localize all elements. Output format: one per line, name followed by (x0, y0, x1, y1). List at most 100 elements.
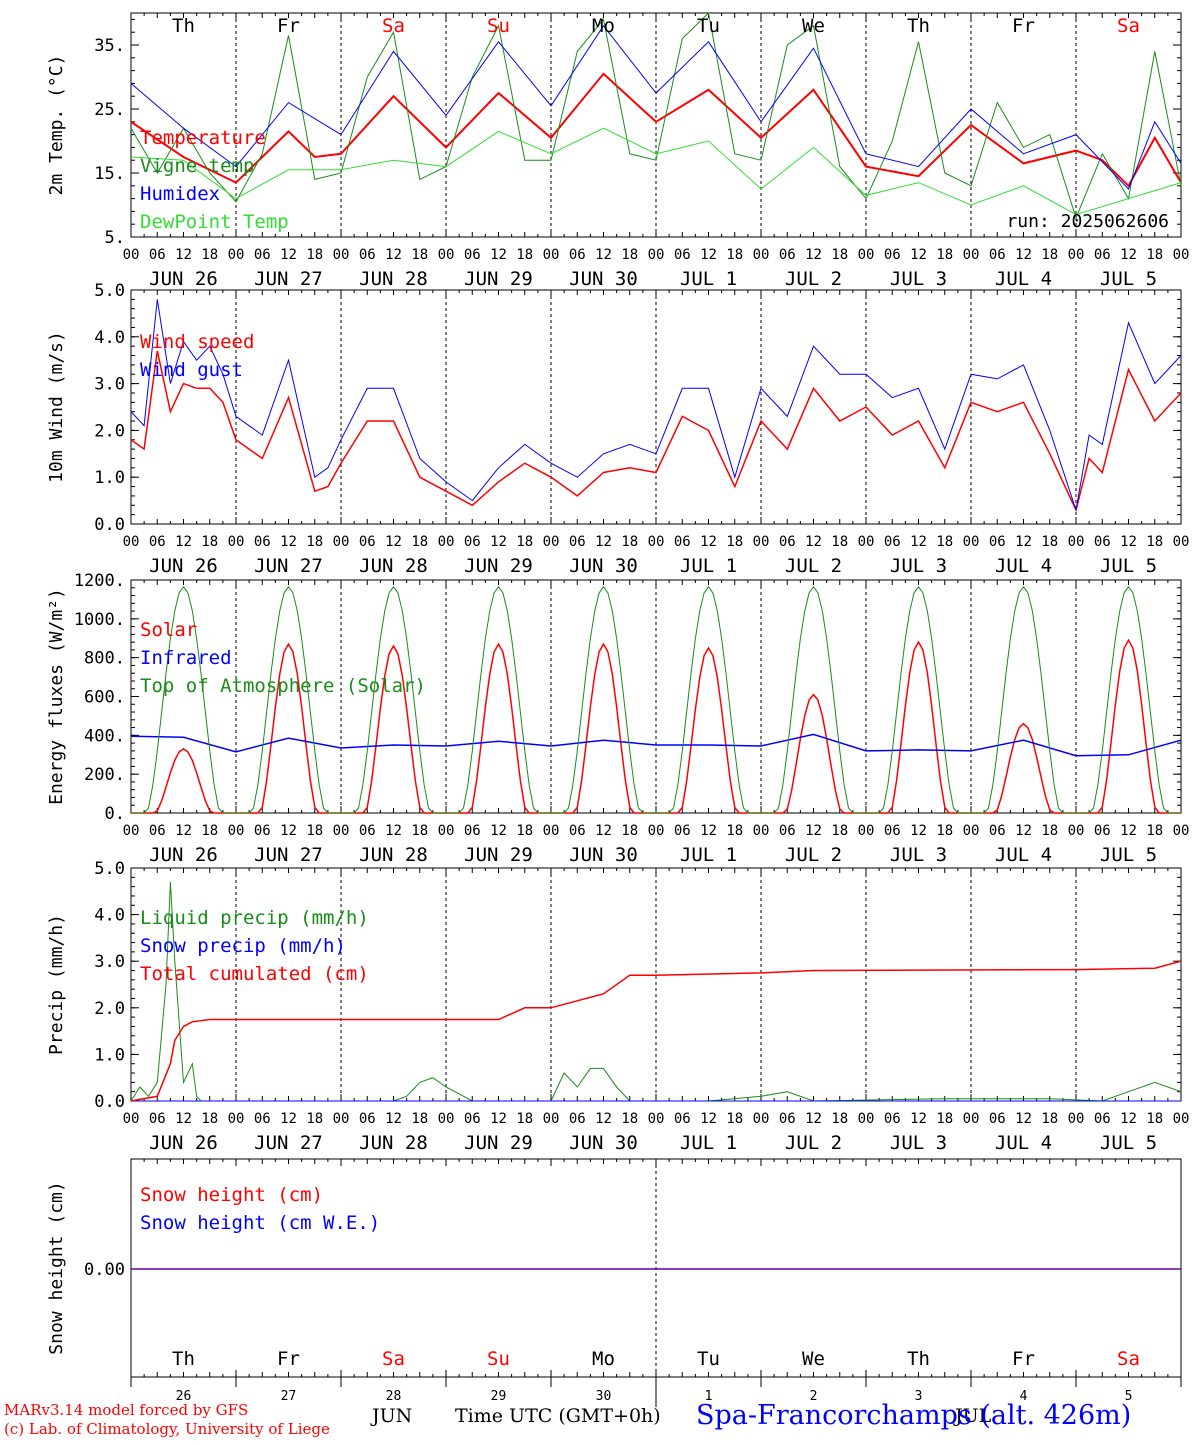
y-tick-label: 0.0 (94, 1092, 125, 1112)
hour-tick-label: 00 (753, 823, 770, 839)
hour-tick-label: 18 (306, 534, 323, 550)
day-label: Su (487, 1348, 510, 1370)
hour-tick-label: 00 (1068, 534, 1085, 550)
y-tick-label: 200. (84, 765, 125, 785)
hour-tick-label: 18 (306, 247, 323, 263)
hour-tick-label: 18 (411, 1111, 428, 1127)
hour-tick-label: 00 (963, 823, 980, 839)
hour-tick-label: 18 (306, 1111, 323, 1127)
hour-tick-label: 06 (1094, 247, 1111, 263)
hour-tick-label: 06 (1094, 534, 1111, 550)
hour-tick-label: 12 (910, 247, 927, 263)
hour-tick-label: 12 (280, 534, 297, 550)
day-label: Sa (1117, 15, 1140, 37)
hour-tick-label: 18 (621, 1111, 638, 1127)
hour-tick-label: 06 (674, 247, 691, 263)
hour-tick-label: 12 (910, 534, 927, 550)
credit-line-1: MARv3.14 model forced by GFS (4, 1401, 249, 1419)
hour-tick-label: 18 (936, 247, 953, 263)
series-line-wind-gust (130, 299, 1182, 511)
day-label: Fr (1012, 15, 1035, 37)
hour-tick-label: 00 (438, 823, 455, 839)
legend-entry: Total cumulated (cm) (140, 963, 369, 985)
y-tick-label: 2.0 (94, 999, 125, 1019)
hour-tick-label: 18 (201, 823, 218, 839)
hour-tick-label: 12 (805, 823, 822, 839)
series-line-dewpoint-temp (130, 127, 1182, 216)
hour-tick-label: 06 (674, 534, 691, 550)
hour-tick-label: 06 (464, 1111, 481, 1127)
hour-tick-label: 12 (910, 1111, 927, 1127)
month-right-label: JUL (955, 1405, 992, 1427)
hour-tick-label: 12 (1120, 247, 1137, 263)
hour-tick-label: 12 (805, 534, 822, 550)
y-tick-label: 15. (94, 164, 125, 184)
hour-tick-label: 06 (569, 247, 586, 263)
hour-tick-label: 00 (123, 823, 140, 839)
hour-tick-label: 06 (569, 534, 586, 550)
date-label: JUL 5 (1100, 555, 1157, 577)
hour-tick-label: 00 (963, 247, 980, 263)
hour-tick-label: 12 (595, 823, 612, 839)
date-label: JUN 28 (359, 1132, 428, 1154)
date-label: JUN 26 (149, 1132, 218, 1154)
hour-tick-label: 00 (1173, 1111, 1190, 1127)
hour-tick-label: 18 (516, 247, 533, 263)
hour-tick-label: 18 (1146, 1111, 1163, 1127)
hour-tick-label: 00 (228, 534, 245, 550)
date-label: JUN 27 (254, 844, 323, 866)
hour-tick-label: 00 (1068, 247, 1085, 263)
hour-tick-label: 00 (438, 1111, 455, 1127)
date-label: JUL 2 (785, 555, 842, 577)
plot-frame-1 (130, 12, 1182, 238)
hour-tick-label: 18 (411, 247, 428, 263)
day-number-label: 30 (596, 1389, 612, 1404)
day-label: Sa (382, 15, 405, 37)
date-label: JUL 1 (680, 1132, 737, 1154)
legend-entry: Liquid precip (mm/h) (140, 907, 369, 929)
date-label: JUN 30 (569, 555, 638, 577)
hour-tick-label: 12 (175, 247, 192, 263)
legend-entry: Snow height (cm W.E.) (140, 1212, 380, 1234)
date-label: JUN 27 (254, 268, 323, 290)
hour-tick-label: 00 (648, 247, 665, 263)
hour-tick-label: 06 (1094, 823, 1111, 839)
hour-tick-label: 12 (385, 534, 402, 550)
date-label: JUL 5 (1100, 1132, 1157, 1154)
month-left-label: JUN (372, 1405, 413, 1427)
hour-tick-label: 06 (674, 823, 691, 839)
y-tick-label: 1.0 (94, 468, 125, 488)
series-line-total-cumulated-cm- (130, 960, 1182, 1102)
hour-tick-label: 12 (490, 823, 507, 839)
date-label: JUL 4 (995, 268, 1052, 290)
hour-tick-label: 18 (831, 247, 848, 263)
hour-tick-label: 18 (1041, 534, 1058, 550)
hour-tick-label: 06 (149, 1111, 166, 1127)
hour-tick-label: 06 (989, 247, 1006, 263)
date-label: JUN 30 (569, 844, 638, 866)
hour-tick-label: 00 (333, 247, 350, 263)
hour-tick-label: 06 (884, 823, 901, 839)
date-label: JUL 3 (890, 268, 947, 290)
day-number-label: 2 (810, 1389, 818, 1404)
hour-tick-label: 00 (228, 1111, 245, 1127)
hour-tick-label: 18 (201, 247, 218, 263)
hour-tick-label: 00 (648, 534, 665, 550)
hour-tick-label: 12 (385, 823, 402, 839)
date-label: JUL 3 (890, 1132, 947, 1154)
hour-tick-label: 00 (858, 823, 875, 839)
hour-tick-label: 00 (333, 823, 350, 839)
y-axis-label: Snow height (cm) (46, 1181, 67, 1354)
y-tick-label: 0.00 (84, 1260, 125, 1280)
y-axis-label: 2m Temp. (°C) (46, 55, 67, 196)
day-number-label: 28 (386, 1389, 402, 1404)
hour-tick-label: 06 (254, 247, 271, 263)
hour-tick-label: 06 (569, 1111, 586, 1127)
hour-tick-label: 18 (1041, 823, 1058, 839)
hour-tick-label: 18 (201, 534, 218, 550)
hour-tick-label: 00 (1173, 247, 1190, 263)
y-tick-label: 5.0 (94, 859, 125, 879)
hour-tick-label: 06 (569, 823, 586, 839)
date-label: JUL 2 (785, 844, 842, 866)
date-label: JUN 29 (464, 555, 533, 577)
